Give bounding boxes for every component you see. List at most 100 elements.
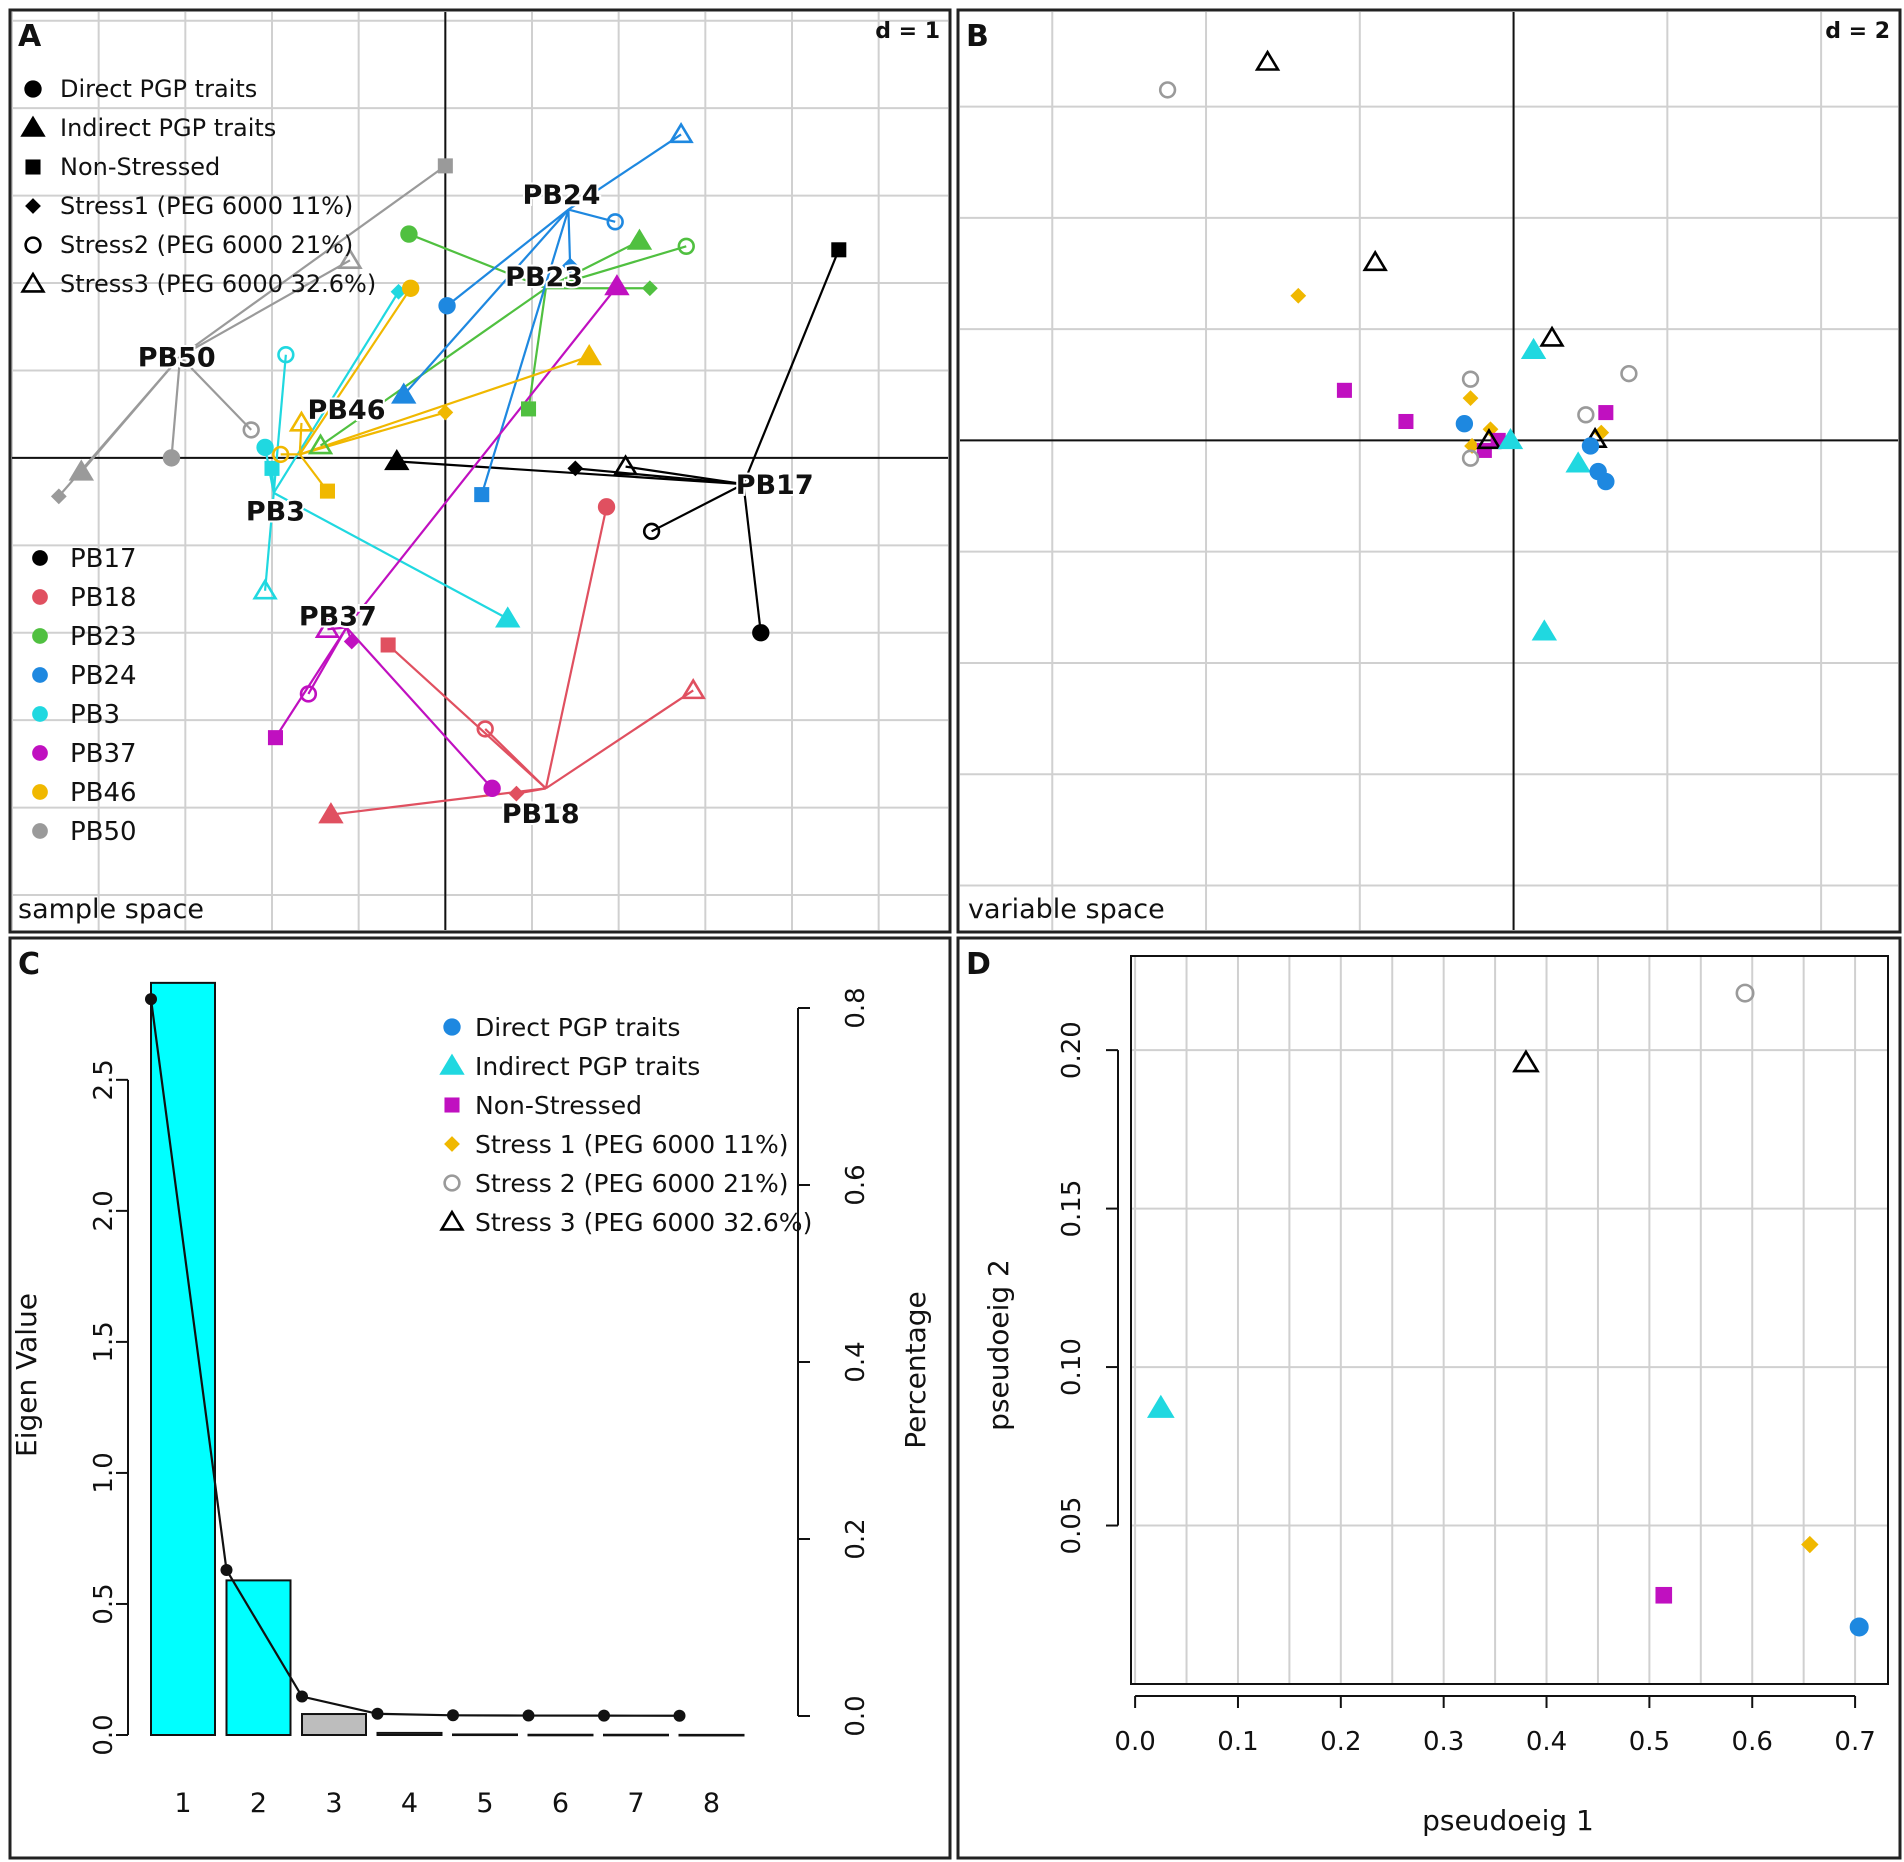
panel-d-grid (1131, 956, 1888, 1684)
panel-c-y2-tick-label: 0.0 (841, 1695, 871, 1736)
panel-d-x-tick-label: 0.5 (1629, 1727, 1670, 1757)
panel-b-point-14-triangle-filled (1497, 427, 1524, 450)
panel-a-group-labels: PB17 PB18 PB23 PB24 PB3 PB37 PB46 PB50 (136, 178, 816, 832)
panel-a-point-pb18-triangle-filled (318, 802, 344, 824)
panel-c-legend: Direct PGP traits Indirect PGP traits Non-… (439, 1013, 812, 1237)
panel-a-link-pb17 (575, 467, 744, 486)
panel-c-percentage-point-7 (598, 1709, 610, 1722)
panel-a-letter: A (18, 19, 42, 54)
panel-a-link-pb24 (567, 133, 682, 211)
panel-a-shape-legend-marker-5 (20, 271, 46, 293)
panel-c-bars: 1 2 3 4 5 6 7 8 (150, 981, 745, 1819)
panel-a-link-pb50 (170, 356, 182, 458)
panel-c-legend-label-5: Stress 3 (PEG 6000 32.6%) (475, 1208, 812, 1237)
panel-a-point-pb23-triangle-filled (626, 228, 653, 250)
panel-a-link-pb18 (484, 728, 547, 790)
panel-b-point-1-triangle-open (1254, 49, 1281, 71)
panel-a-point-pb37-circle-filled (483, 779, 501, 798)
panel-b-point-8-circle-filled (1455, 415, 1474, 433)
panel-a-shape-legend-label-1: Indirect PGP traits (60, 114, 276, 142)
panel-c-bar-2 (225, 1579, 292, 1736)
panel-b-point-18-circle-open (1620, 364, 1638, 383)
panel-a-link-pb37 (327, 626, 347, 631)
panel-c-bar-6 (527, 1733, 594, 1737)
panel-d-y-tick-label: 0.20 (1057, 1021, 1087, 1079)
panel-a-group-legend-label-pb18: PB18 (70, 583, 137, 613)
panel-a-shape-legend-marker-3 (25, 198, 41, 214)
panel-a-point-pb23-circle-filled (400, 225, 418, 243)
panel-a-shape-legend-label-2: Non-Stressed (60, 153, 220, 181)
panel-a-point-pb46-square-filled (319, 483, 335, 499)
panel-b-point-4-square-filled (1336, 382, 1352, 398)
panel-a-group-legend-marker-pb17 (32, 550, 48, 566)
panel-a-link-pb18 (545, 689, 694, 790)
panel-a-link-pb50 (179, 355, 252, 431)
panel-b-point-16-triangle-filled (1520, 337, 1547, 359)
panel-c-bar-4 (376, 1731, 443, 1736)
panel-a: PB17 PB18 PB23 PB24 PB3 PB37 PB46 PB50 Direct P… (8, 8, 952, 934)
panel-a-link-pb24 (567, 209, 572, 266)
panel-a-group-legend-label-pb17: PB17 (70, 544, 137, 574)
panel-c-percentage-point-5 (447, 1709, 459, 1722)
panel-a-point-pb50-square-filled (437, 158, 453, 174)
panel-c-x-tick-label-6: 6 (552, 1788, 569, 1819)
panel-d-x-tick-label: 0.0 (1114, 1727, 1155, 1757)
panel-b-point-0-circle-open (1158, 81, 1177, 99)
panel-c: 0.0 0.5 1.0 1.5 2.0 2.5 Eigen Value 0.0 0.2 0.4 0.… (8, 936, 952, 1860)
panel-a-point-pb50-circle-open (242, 421, 260, 439)
panel-a-shape-legend-marker-0 (24, 80, 42, 98)
panel-a-link-pb23 (545, 245, 687, 290)
panel-c-legend-label-2: Non-Stressed (475, 1091, 642, 1120)
panel-a-scale-label: d = 1 (875, 19, 940, 44)
panel-c-legend-label-0: Direct PGP traits (475, 1013, 680, 1042)
panel-a-link-pb3 (272, 291, 400, 494)
panel-c-legend-marker-1 (439, 1053, 465, 1075)
panel-a-shape-legend-marker-2 (25, 159, 41, 175)
panel-c-y-tick-label: 2.0 (89, 1190, 119, 1231)
panel-a-group-label-pb18: PB18 (502, 799, 580, 830)
panel-a-group-legend-label-pb50: PB50 (70, 817, 137, 847)
panel-a-link-pb46 (299, 411, 446, 456)
panel-d-x-tick-label: 0.2 (1320, 1727, 1361, 1757)
panel-c-y2-tick-label: 0.2 (841, 1518, 871, 1559)
panel-a-group-links (57, 133, 840, 816)
panel-a-link-pb37 (274, 626, 348, 739)
panel-a-point-pb46-circle-filled (401, 279, 420, 297)
panel-b-points (1158, 49, 1638, 641)
panel-d-point-triangle-open (1512, 1049, 1540, 1073)
panel-a-point-pb3-triangle-filled (495, 606, 521, 628)
panel-a-link-pb23 (319, 287, 547, 447)
panel-c-y-tick-label: 2.5 (89, 1059, 119, 1100)
panel-d-points (1146, 983, 1869, 1637)
panel-a-group-label-pb24: PB24 (522, 180, 600, 211)
panel-c-x-tick-label-1: 1 (174, 1788, 191, 1819)
panel-c-percentage-point-2 (220, 1563, 233, 1576)
panel-d-point-diamond-filled (1801, 1535, 1819, 1554)
panel-c-y2-tick-label: 0.8 (841, 987, 871, 1028)
panel-b-point-24-triangle-filled (1565, 451, 1591, 473)
panel-a-point-pb23-triangle-open (307, 433, 334, 455)
panel-a-link-pb50 (179, 164, 446, 358)
panel-a-point-pb18-triangle-open (680, 678, 706, 700)
panel-c-x-tick-label-5: 5 (476, 1788, 493, 1819)
panel-b-point-20-square-filled (1598, 405, 1614, 421)
panel-a-link-pb18 (387, 644, 547, 790)
panel-a-link-pb17 (742, 249, 840, 485)
panel-b-letter: B (966, 19, 989, 54)
panel-b-scale-label: d = 2 (1825, 19, 1890, 44)
panel-b-point-26-circle-filled (1597, 472, 1615, 491)
panel-a-group-label-pb37: PB37 (299, 601, 377, 632)
panel-b: B d = 2 variable space (956, 8, 1902, 934)
panel-c-x-tick-label-3: 3 (325, 1788, 342, 1819)
panel-d-x-tick-label: 0.6 (1732, 1727, 1773, 1757)
panel-c-bar-1 (150, 981, 216, 1736)
panel-c-legend-label-1: Indirect PGP traits (475, 1052, 700, 1081)
panel-b-axes (960, 12, 1898, 930)
panel-c-legend-label-4: Stress 2 (PEG 6000 21%) (475, 1169, 788, 1198)
panel-a-point-pb24-triangle-filled (391, 382, 417, 404)
panel-c-percentage-point-6 (522, 1709, 535, 1722)
panel-a-point-pb37-triangle-filled (604, 274, 630, 296)
panel-a-group-label-pb23: PB23 (505, 262, 583, 293)
panel-a-group-legend: PB17 PB18 PB23 PB24 PB3 PB37 PB46 PB50 (32, 544, 137, 847)
